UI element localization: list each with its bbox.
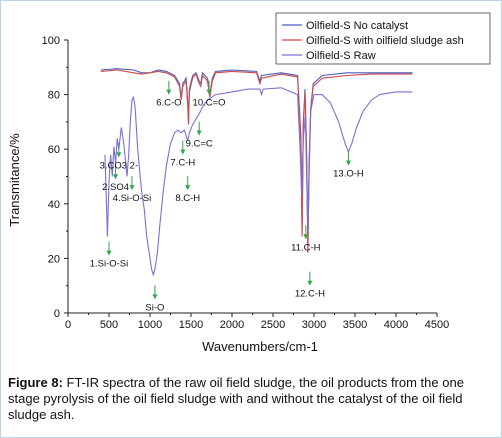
legend-entry-1: Oilfield-S No catalyst (282, 20, 408, 32)
figure-caption: Figure 8: FT-IR spectra of the raw oil f… (8, 375, 494, 423)
annotation-arrowhead (345, 160, 351, 166)
annotation-label: 7.C-H (170, 158, 195, 169)
chart-axes: 0 500 1000 1500 2000 2500 3000 3500 4000 4500 0 20 4… (42, 35, 450, 331)
annotation-arrowhead (303, 234, 309, 240)
annotation-6: 6.C-O (156, 80, 182, 109)
x-tick-label: 4500 (425, 319, 449, 331)
annotation-label: 10.C=O (193, 98, 226, 109)
annotation-arrowhead (196, 130, 202, 136)
series-layer (100, 68, 413, 277)
annotation-arrowhead (307, 280, 313, 286)
legend-label: Oilfield-S No catalyst (306, 20, 408, 32)
annotation-label: 9.C=C (186, 139, 213, 150)
legend-label: Oilfield-S with oilfield sludge ash (306, 35, 464, 47)
legend-entry-2: Oilfield-S with oilfield sludge ash (282, 35, 464, 47)
x-tick-label: 1500 (179, 319, 203, 331)
annotation-label: 2.SO4 (102, 182, 129, 193)
legend-entry-3: Oilfield-S Raw (282, 50, 376, 62)
chart-legend: Oilfield-S No catalyst Oilfield-S with oi… (275, 12, 491, 65)
annotation-arrowhead (113, 174, 119, 180)
annotation-5: Si-O (145, 285, 164, 313)
legend-box (275, 12, 491, 65)
annotation-2: 2.SO4 (102, 165, 129, 193)
y-tick-label: 20 (48, 253, 60, 265)
annotation-10: 10.C=O (193, 80, 226, 109)
annotation-arrowhead (129, 185, 135, 191)
x-tick-label: 1000 (138, 319, 162, 331)
x-tick-label: 0 (65, 319, 71, 331)
annotation-arrowhead (152, 294, 158, 300)
series-line-2 (100, 69, 413, 253)
legend-label: Oilfield-S Raw (306, 50, 376, 62)
caption-label: Figure 8: (8, 375, 63, 390)
annotation-arrowhead (116, 152, 122, 158)
x-tick-label: 500 (100, 319, 118, 331)
annotation-13: 13.O-H (333, 151, 364, 180)
series-line-1 (100, 68, 413, 248)
y-tick-label: 100 (42, 35, 60, 47)
annotation-9: 9.C=C (186, 121, 213, 150)
x-axis-label: Wavenumbers/cm-1 (202, 339, 318, 354)
annotation-11: 11.C-H (291, 225, 321, 253)
annotation-label: 8.C-H (175, 193, 200, 204)
caption-text: FT-IR spectra of the raw oil field sludg… (8, 375, 464, 422)
annotation-7: 7.C-H (170, 140, 195, 169)
y-tick-label: 60 (48, 144, 60, 156)
annotation-12: 12.C-H (295, 271, 325, 300)
annotation-label: 11.C-H (291, 242, 321, 253)
annotation-4: 4.Si-O-Si (113, 176, 152, 204)
y-axis-label: Transmitance/% (7, 133, 22, 227)
annotation-label: 4.Si-O-Si (113, 193, 152, 204)
annotation-arrowhead (180, 149, 186, 155)
y-tick-label: 0 (54, 308, 60, 320)
x-tick-label: 2000 (220, 319, 244, 331)
annotation-arrowhead (166, 89, 172, 95)
annotation-label: 6.C-O (156, 98, 181, 109)
annotation-label: Si-O (145, 302, 164, 313)
x-tick-label: 3000 (302, 319, 326, 331)
annotation-label: 13.O-H (333, 169, 364, 180)
y-tick-label: 40 (48, 199, 60, 211)
annotation-1: 1.Si-O-Si (90, 241, 129, 270)
annotation-arrowhead (185, 185, 191, 191)
x-tick-label: 3500 (343, 319, 367, 331)
annotation-3: 3.CO3 2- (100, 143, 139, 171)
y-tick-label: 80 (48, 90, 60, 102)
annotation-8: 8.C-H (175, 176, 200, 204)
x-tick-label: 4000 (384, 319, 408, 331)
annotation-label: 12.C-H (295, 289, 325, 300)
annotation-label: 3.CO3 2- (100, 160, 139, 171)
annotation-label: 1.Si-O-Si (90, 259, 129, 270)
annotation-arrowhead (206, 89, 212, 95)
series-line-3 (104, 87, 413, 277)
annotation-arrowhead (106, 250, 112, 256)
x-tick-label: 2500 (261, 319, 285, 331)
annotation-layer: 1.Si-O-Si 2.SO4 3.CO3 2- 4.Si-O-Si Si-O 6.C-O… (90, 80, 364, 313)
